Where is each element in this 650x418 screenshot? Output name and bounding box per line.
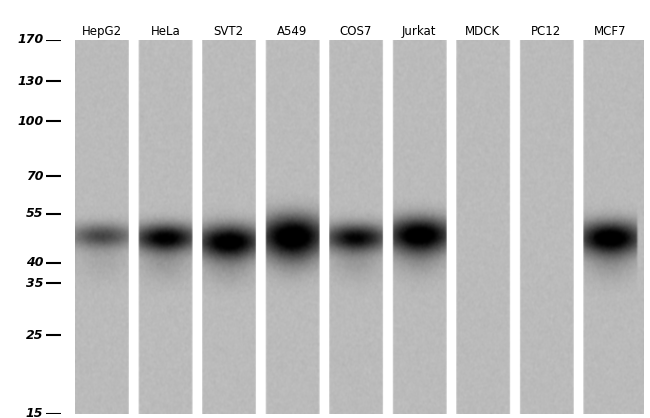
Text: Jurkat: Jurkat bbox=[402, 25, 437, 38]
Text: 40: 40 bbox=[26, 256, 44, 269]
Text: 130: 130 bbox=[17, 74, 44, 87]
Text: 35: 35 bbox=[26, 277, 44, 290]
Text: PC12: PC12 bbox=[531, 25, 562, 38]
Text: HeLa: HeLa bbox=[150, 25, 180, 38]
Text: HepG2: HepG2 bbox=[82, 25, 122, 38]
Text: MDCK: MDCK bbox=[465, 25, 500, 38]
Text: SVT2: SVT2 bbox=[214, 25, 244, 38]
Text: 70: 70 bbox=[26, 170, 44, 183]
Text: A549: A549 bbox=[277, 25, 307, 38]
Text: COS7: COS7 bbox=[339, 25, 372, 38]
Text: 170: 170 bbox=[17, 33, 44, 46]
Text: MCF7: MCF7 bbox=[593, 25, 626, 38]
Text: 15: 15 bbox=[26, 407, 44, 418]
Text: 100: 100 bbox=[17, 115, 44, 128]
Text: 55: 55 bbox=[26, 207, 44, 220]
Text: 25: 25 bbox=[26, 329, 44, 342]
